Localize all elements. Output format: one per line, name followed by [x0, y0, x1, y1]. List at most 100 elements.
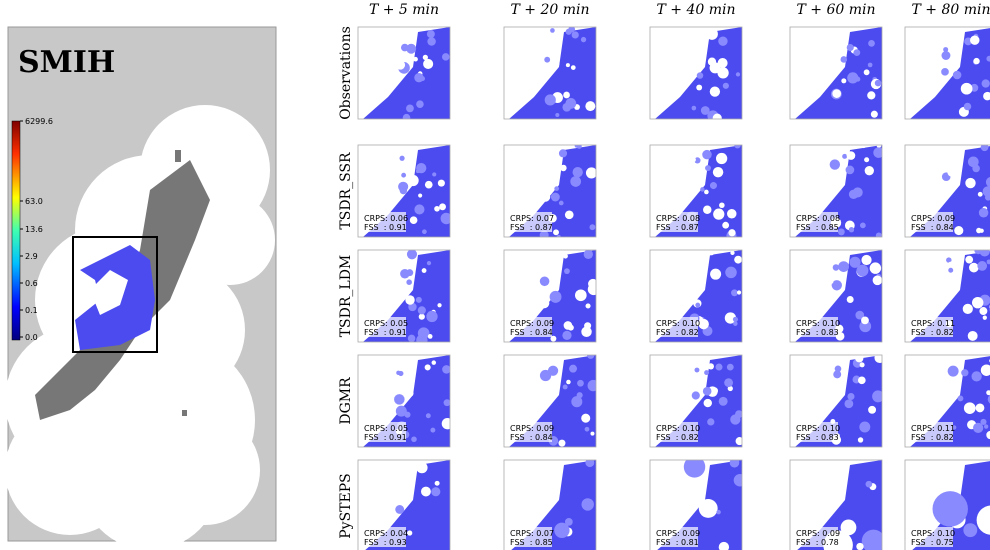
- precip-cell: [736, 437, 744, 445]
- precip-cell: [408, 335, 416, 343]
- precip-cell: [858, 437, 863, 442]
- precip-cell: [573, 167, 583, 177]
- precip-cell: [684, 456, 705, 477]
- precip-cell: [870, 262, 881, 273]
- precip-cell: [407, 390, 413, 396]
- precip-cell: [847, 151, 856, 160]
- precip-cell: [704, 370, 709, 375]
- precip-cell: [982, 79, 990, 87]
- figure: SMIH 6299.663.013.62.90.60.10.0 T + 5 mi…: [0, 0, 990, 550]
- colorbar-label: 0.6: [25, 279, 38, 288]
- precip-cell: [554, 523, 569, 538]
- precip-cell: [402, 375, 413, 386]
- comparison-grid: T + 5 minT + 20 minT + 40 minT + 60 minT…: [338, 2, 990, 550]
- precip-cell: [838, 261, 849, 272]
- precip-cell: [719, 397, 728, 406]
- precip-cell: [414, 204, 424, 214]
- precip-cell: [585, 101, 595, 111]
- precip-cell: [568, 325, 574, 331]
- precip-cell: [868, 63, 873, 68]
- precip-cell: [859, 421, 870, 432]
- precip-cell: [958, 396, 964, 402]
- precip-cell: [399, 156, 404, 161]
- precip-cell: [414, 73, 423, 82]
- crps-score: CRPS: 0.11: [911, 424, 955, 433]
- fss-score: FSS : 0.83: [796, 433, 839, 442]
- precip-cell: [710, 269, 721, 280]
- precip-cell: [577, 144, 582, 149]
- precip-cell: [704, 399, 712, 407]
- fss-score: FSS : 0.84: [911, 223, 954, 232]
- precip-cell: [570, 176, 581, 187]
- precip-cell: [838, 229, 845, 236]
- precip-cell: [727, 209, 736, 218]
- precip-cell: [973, 58, 979, 64]
- precip-cell: [703, 206, 711, 214]
- precip-cell: [875, 80, 882, 87]
- precip-cell: [416, 100, 424, 108]
- precip-cell: [554, 186, 559, 191]
- precip-cell: [711, 387, 718, 394]
- radar-image: [905, 22, 990, 119]
- precip-cell: [418, 193, 422, 197]
- row-label: TSDR_LDM: [338, 255, 354, 338]
- radar-image: [504, 26, 596, 119]
- colorbar-label: 6299.6: [25, 117, 53, 126]
- row-label: DGMR: [338, 377, 354, 425]
- precip-cell: [941, 68, 949, 76]
- fss-score: FSS : 0.83: [796, 328, 839, 337]
- precip-cell: [963, 304, 973, 314]
- precip-cell: [707, 418, 714, 425]
- colorbar: [12, 121, 20, 340]
- precip-cell: [575, 289, 587, 301]
- colorbar-label: 13.6: [25, 225, 43, 234]
- precip-cell: [540, 36, 550, 46]
- precip-cell: [427, 261, 431, 265]
- precip-cell: [588, 283, 600, 295]
- left-panel: SMIH 6299.663.013.62.90.60.10.0: [5, 27, 276, 550]
- precip-cell: [406, 104, 414, 112]
- precip-cell: [833, 264, 840, 271]
- precip-cell: [730, 251, 734, 255]
- precip-cell: [584, 250, 593, 259]
- precip-cell: [432, 172, 436, 176]
- precip-cell: [733, 317, 738, 322]
- crps-score: CRPS: 0.10: [656, 424, 700, 433]
- precip-cell: [422, 268, 427, 273]
- precip-cell: [413, 57, 418, 62]
- precip-cell: [569, 365, 577, 373]
- precip-cell: [407, 249, 417, 259]
- precip-cell: [858, 377, 866, 385]
- precip-cell: [439, 203, 446, 210]
- precip-cell: [713, 114, 722, 123]
- precip-cell: [437, 303, 441, 307]
- precip-cell: [416, 297, 422, 303]
- precip-cell: [832, 170, 839, 177]
- precip-cell: [731, 289, 738, 296]
- row-label: PySTEPS: [338, 473, 354, 539]
- precip-cell: [432, 360, 436, 364]
- precip-cell: [550, 28, 555, 33]
- precip-cell: [718, 36, 727, 45]
- precip-cell: [948, 268, 953, 273]
- precip-cell: [855, 77, 860, 82]
- precip-cell: [581, 37, 586, 42]
- fss-score: FSS : 0.78: [796, 538, 839, 547]
- precip-cell: [978, 192, 983, 197]
- precip-cell: [965, 256, 973, 264]
- precip-cell: [954, 226, 963, 235]
- crps-score: CRPS: 0.07: [510, 214, 554, 223]
- precip-cell: [855, 354, 863, 362]
- precip-cell: [564, 268, 570, 274]
- precip-cell: [847, 44, 854, 51]
- precip-cell: [407, 175, 418, 186]
- column-header: T + 80 min: [911, 2, 990, 18]
- precip-cell: [566, 380, 571, 385]
- precip-cell: [565, 98, 576, 109]
- precip-cell: [396, 406, 407, 417]
- precip-cell: [422, 229, 427, 234]
- column-header: T + 40 min: [656, 2, 735, 18]
- precip-cell: [851, 248, 856, 253]
- precip-cell: [416, 169, 420, 173]
- precip-cell: [981, 143, 989, 151]
